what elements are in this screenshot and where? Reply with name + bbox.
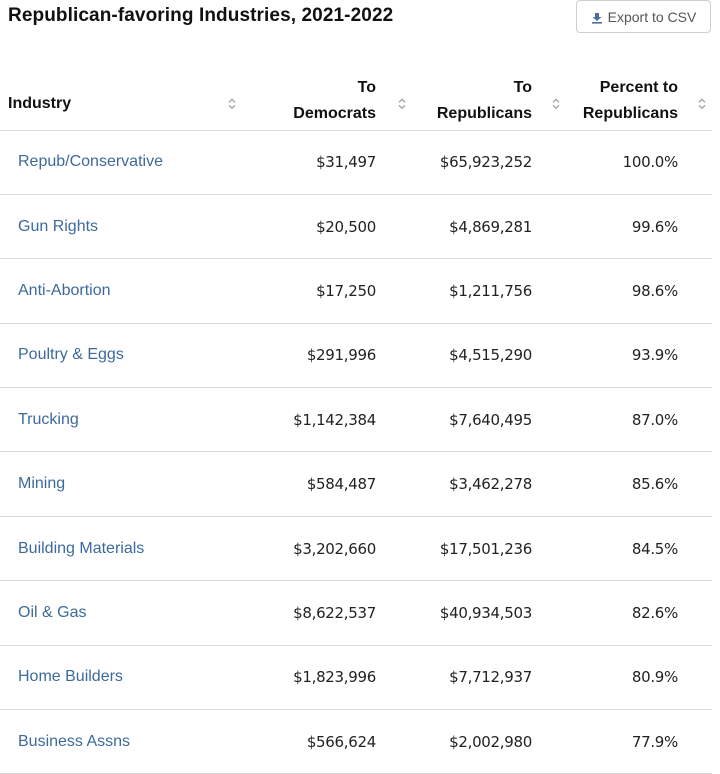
header-dem-line2: Democrats (293, 104, 376, 122)
industry-link[interactable]: Business Assns (18, 732, 131, 750)
industry-link[interactable]: Home Builders (18, 668, 123, 686)
percent-republicans-value: 77.9% (562, 709, 712, 774)
to-democrats-value: $3,202,660 (248, 516, 392, 582)
to-democrats-value: $8,622,537 (248, 580, 392, 646)
header-industry-label: Industry (8, 94, 72, 112)
industry-link[interactable]: Trucking (18, 410, 79, 428)
to-republicans-value: $65,923,252 (392, 130, 562, 195)
industry-link[interactable]: Poultry & Eggs (18, 346, 124, 364)
header-percent-to-republicans[interactable]: Percent to Republicans (562, 74, 712, 131)
sort-icon[interactable] (552, 98, 560, 110)
table-row: Building Materials $3,202,660 $17,501,23… (0, 516, 712, 582)
industry-link[interactable]: Anti-Abortion (18, 281, 111, 299)
to-democrats-value: $20,500 (248, 194, 392, 260)
table-row: Oil & Gas $8,622,537 $40,934,503 82.6% (0, 580, 712, 646)
header-industry[interactable]: Industry (0, 74, 248, 131)
industry-link[interactable]: Mining (18, 475, 66, 493)
to-democrats-value: $1,823,996 (248, 645, 392, 711)
header-to-democrats[interactable]: To Democrats (248, 74, 406, 131)
industry-link[interactable]: Building Materials (18, 539, 145, 557)
page-title: Republican-favoring Industries, 2021-202… (8, 5, 394, 26)
to-republicans-value: $1,211,756 (392, 258, 562, 324)
to-democrats-value: $31,497 (248, 130, 392, 195)
to-democrats-value: $584,487 (248, 451, 392, 517)
export-csv-button[interactable]: Export to CSV (576, 0, 711, 33)
table-row: Repub/Conservative $31,497 $65,923,252 1… (0, 130, 712, 195)
header-pct-line1: Percent to (599, 78, 678, 96)
to-democrats-value: $291,996 (248, 323, 392, 389)
to-democrats-value: $566,624 (248, 709, 392, 774)
to-republicans-value: $40,934,503 (392, 580, 562, 646)
header-rep-line1: To (513, 78, 532, 96)
table-row: Home Builders $1,823,996 $7,712,937 80.9… (0, 645, 712, 711)
industry-link[interactable]: Oil & Gas (18, 603, 87, 621)
table-row: Poultry & Eggs $291,996 $4,515,290 93.9% (0, 323, 712, 389)
header-dem-line1: To (357, 78, 376, 96)
sort-icon[interactable] (698, 98, 706, 110)
percent-republicans-value: 87.0% (562, 387, 712, 453)
percent-republicans-value: 99.6% (562, 194, 712, 260)
header-pct-line2: Republicans (582, 104, 678, 122)
percent-republicans-value: 82.6% (562, 580, 712, 646)
header-rep-line2: Republicans (436, 104, 532, 122)
industry-link[interactable]: Repub/Conservative (18, 153, 163, 171)
download-icon (591, 11, 603, 24)
table-row: Mining $584,487 $3,462,278 85.6% (0, 451, 712, 517)
to-republicans-value: $3,462,278 (392, 451, 562, 517)
to-republicans-value: $7,640,495 (392, 387, 562, 453)
industries-table: Industry To Democrats To Republicans Perce… (0, 74, 712, 774)
table-row: Business Assns $566,624 $2,002,980 77.9% (0, 709, 712, 774)
percent-republicans-value: 98.6% (562, 258, 712, 324)
percent-republicans-value: 100.0% (562, 130, 712, 195)
to-democrats-value: $17,250 (248, 258, 392, 324)
sort-icon[interactable] (228, 98, 236, 110)
percent-republicans-value: 84.5% (562, 516, 712, 582)
header-to-republicans[interactable]: To Republicans (392, 74, 562, 131)
to-democrats-value: $1,142,384 (248, 387, 392, 453)
percent-republicans-value: 80.9% (562, 645, 712, 711)
to-republicans-value: $4,869,281 (392, 194, 562, 260)
table-header-row: Industry To Democrats To Republicans Perce… (0, 74, 712, 131)
percent-republicans-value: 93.9% (562, 323, 712, 389)
table-row: Anti-Abortion $17,250 $1,211,756 98.6% (0, 258, 712, 324)
to-republicans-value: $17,501,236 (392, 516, 562, 582)
to-republicans-value: $4,515,290 (392, 323, 562, 389)
table-row: Trucking $1,142,384 $7,640,495 87.0% (0, 387, 712, 453)
to-republicans-value: $2,002,980 (392, 709, 562, 774)
export-csv-label: Export to CSV (607, 8, 697, 25)
to-republicans-value: $7,712,937 (392, 645, 562, 711)
percent-republicans-value: 85.6% (562, 451, 712, 517)
table-row: Gun Rights $20,500 $4,869,281 99.6% (0, 194, 712, 260)
industry-link[interactable]: Gun Rights (18, 217, 99, 235)
